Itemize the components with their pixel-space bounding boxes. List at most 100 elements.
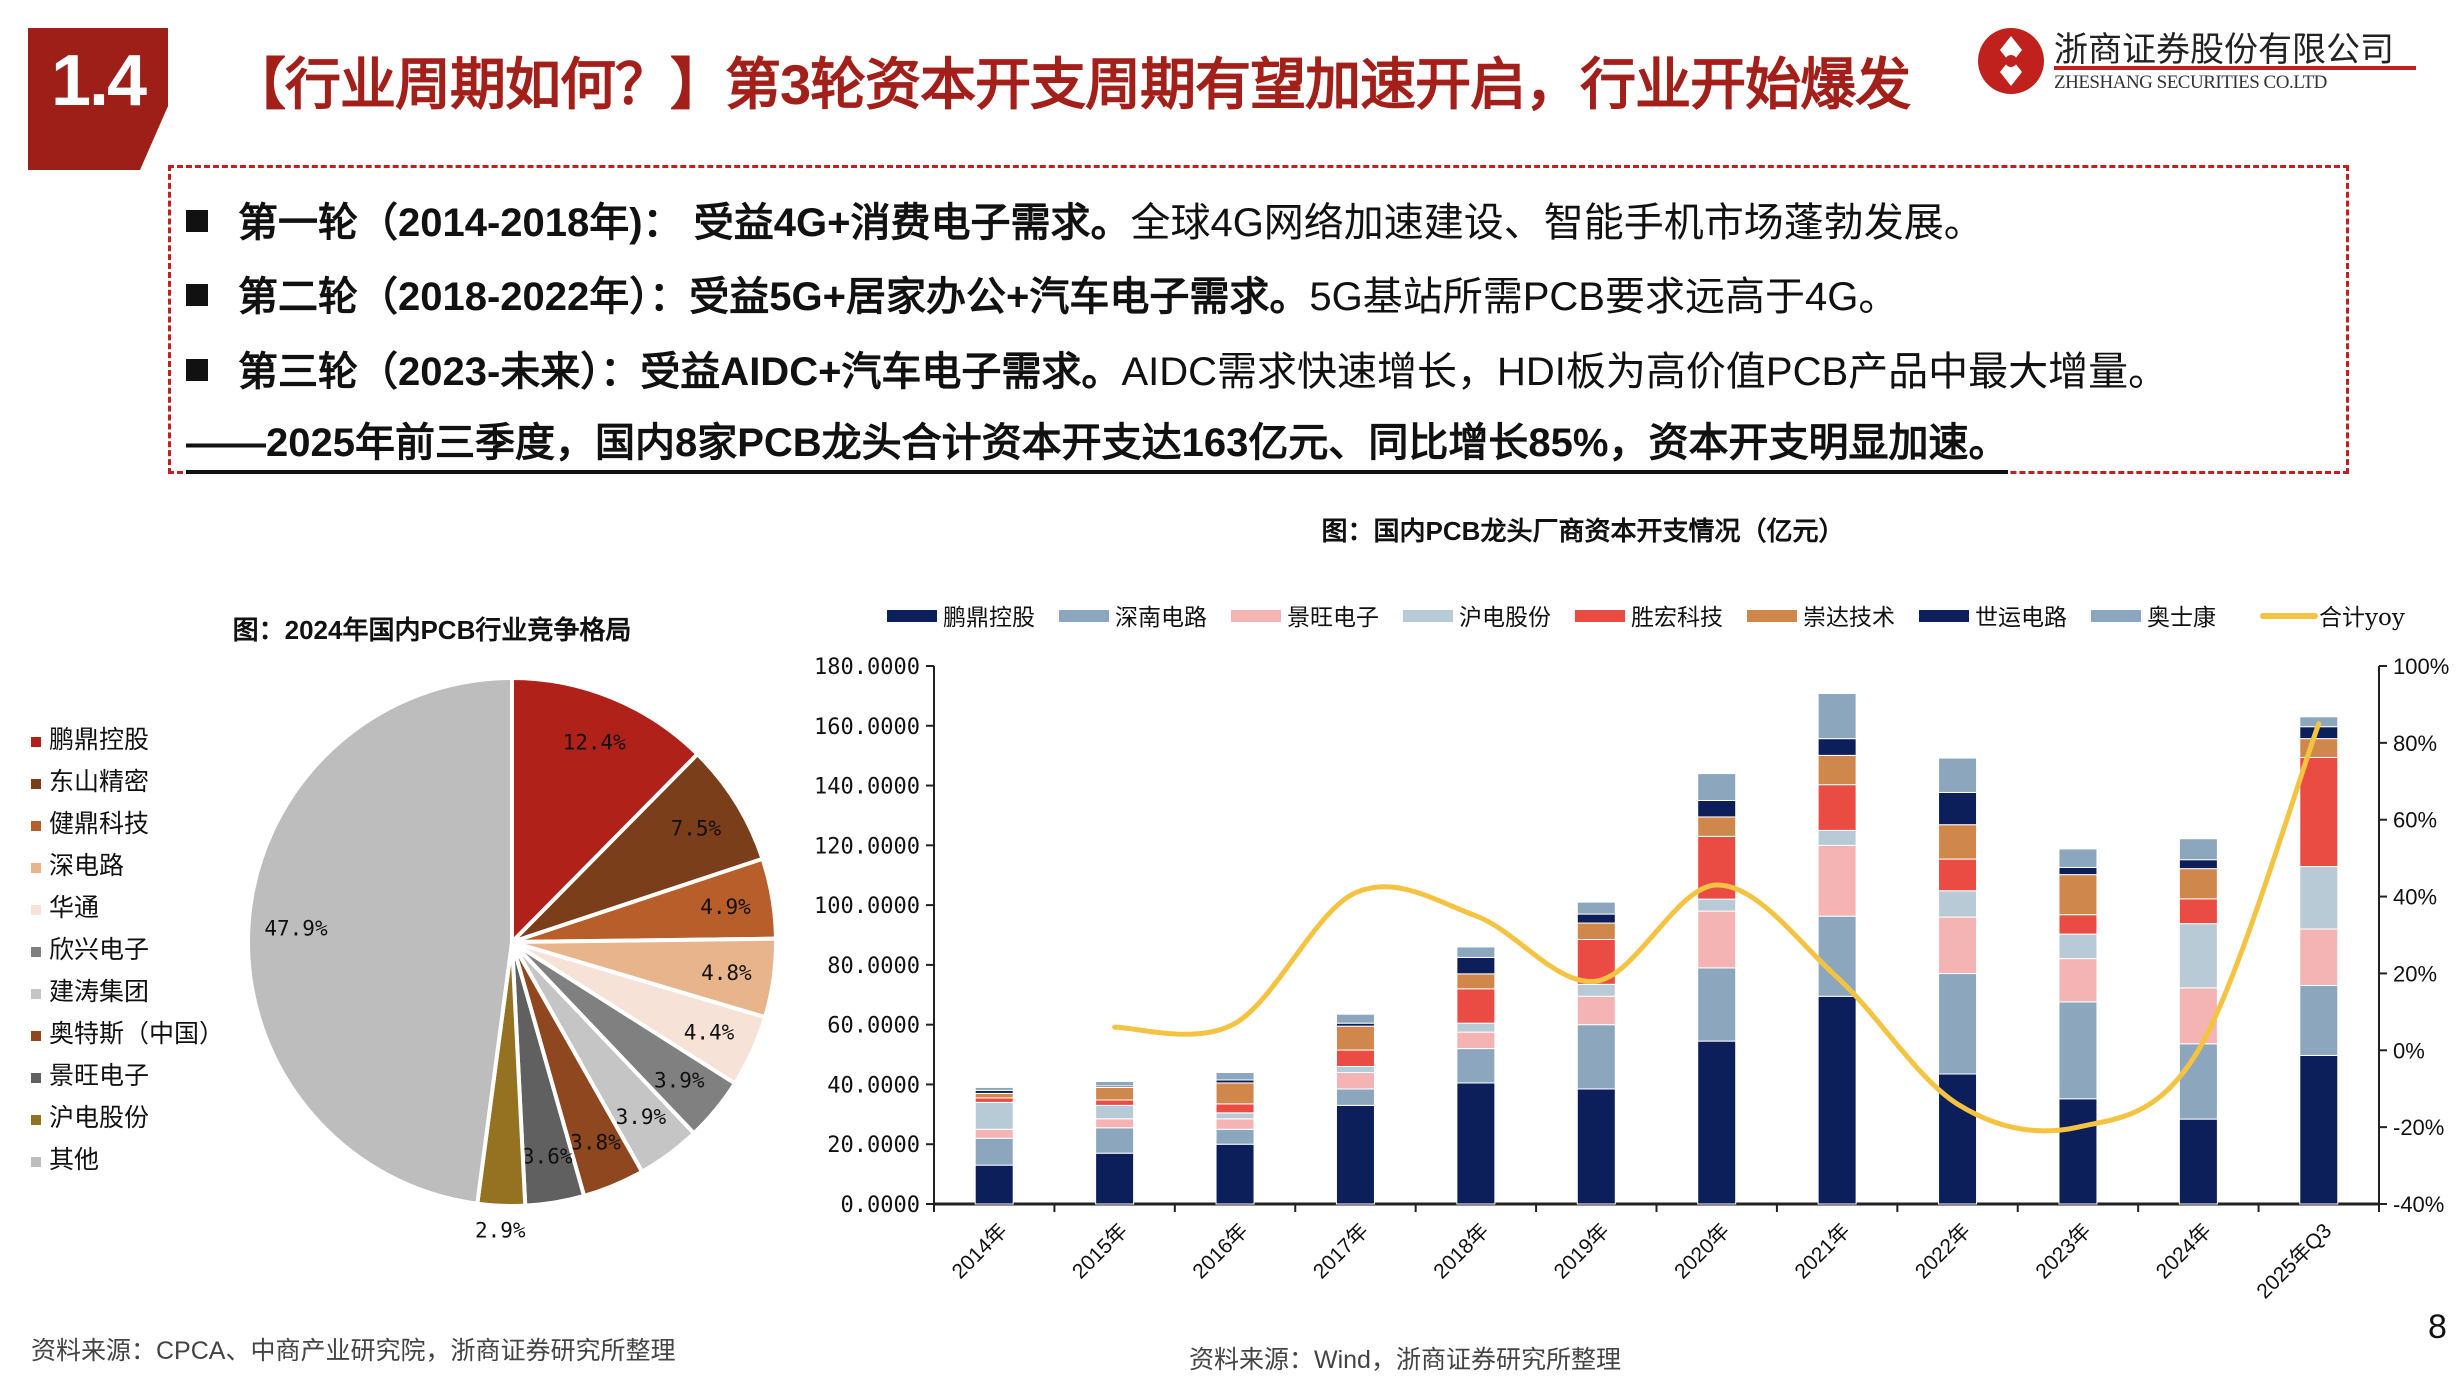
bar-segment <box>974 1086 1014 1091</box>
bar-segment <box>2299 928 2339 987</box>
bullet-square-icon <box>186 210 208 233</box>
bar-segment <box>2058 933 2098 960</box>
pie-data-label: 4.9% <box>700 895 751 919</box>
summary-statement: ——2025年前三季度，国内8家PCB龙头合计资本开支达163亿元、同比增长85… <box>186 410 2009 474</box>
pie-legend-item: 建涛集团 <box>31 972 149 1008</box>
bar-segment <box>1697 800 1737 818</box>
y-tick-label: 20.0000 <box>827 1133 920 1158</box>
bar-segment <box>974 1128 1014 1139</box>
pie-legend-item: 东山精密 <box>31 762 149 798</box>
bar-segment <box>1697 816 1737 837</box>
bullet-text: 5G基站所需PCB要求远高于4G。 <box>1309 275 1899 319</box>
bar-segment <box>1817 844 1857 917</box>
page-title: 【行业周期如何？】第3轮资本开支周期有望加速开启，行业开始爆发 <box>230 53 1911 116</box>
bar-segment <box>1456 973 1496 990</box>
legend-label: 深电路 <box>49 851 125 880</box>
bar-segment <box>974 1101 1014 1130</box>
bar-segment <box>1576 1024 1616 1090</box>
bar-legend-label: 奥士康 <box>2147 605 2216 631</box>
bar-segment <box>1456 956 1496 975</box>
legend-swatch <box>31 1114 41 1125</box>
bar-segment <box>1095 1104 1135 1120</box>
pie-legend-item: 华通 <box>31 888 99 924</box>
bar-segment <box>2299 738 2339 758</box>
bar-segment <box>1817 829 1857 846</box>
bar-segment <box>1335 1049 1375 1068</box>
bar-legend-label: 世运电路 <box>1975 605 2067 631</box>
bar-segment <box>1817 754 1857 786</box>
bar-segment <box>1697 773 1737 801</box>
legend-swatch <box>31 988 41 999</box>
bar-segment <box>1576 901 1616 915</box>
bar-segment <box>1335 1071 1375 1090</box>
bar-segment <box>1095 1099 1135 1106</box>
legend-label: 鹏鼎控股 <box>49 725 150 754</box>
legend-swatch <box>31 778 41 789</box>
x-tick-label: 2025年Q3 <box>2252 1219 2336 1303</box>
bar-segment <box>2299 756 2339 868</box>
legend-label: 健鼎科技 <box>49 809 150 838</box>
legend-label: 建涛集团 <box>49 977 150 1006</box>
legend-swatch <box>31 736 41 747</box>
logo-mark-icon <box>1978 28 2044 94</box>
legend-swatch <box>1747 610 1797 622</box>
page-number: 8 <box>2428 1308 2447 1346</box>
y2-tick-label: 0% <box>2393 1038 2425 1063</box>
logo-text-en: ZHESHANG SECURITIES CO.LTD <box>2054 72 2327 93</box>
bar-segment <box>1335 1013 1375 1024</box>
bar-segment <box>1456 1031 1496 1050</box>
x-tick-label: 2024年 <box>2152 1219 2216 1283</box>
section-number: 1.4 <box>50 41 147 121</box>
y-tick-label: 160.0000 <box>814 715 920 740</box>
bar-segment <box>1938 824 1978 860</box>
pie-data-label: 3.9% <box>654 1068 705 1092</box>
x-tick-label: 2014年 <box>948 1219 1012 1283</box>
bullet-text: 全球4G网络加速建设、智能手机市场蓬勃发展。 <box>1130 201 1984 245</box>
legend-swatch <box>2091 610 2141 622</box>
bar-segment <box>1697 910 1737 969</box>
bar-segment <box>2178 838 2218 861</box>
bar-segment <box>2178 987 2218 1045</box>
x-tick-label: 2023年 <box>2031 1219 2095 1283</box>
bar-segment <box>2178 1118 2218 1205</box>
bullet-round-3: 第三轮（2023-未来）：受益AIDC+汽车电子需求。AIDC需求快速增长，HD… <box>186 339 2168 397</box>
bar-segment <box>1817 915 1857 997</box>
x-tick-label: 2016年 <box>1188 1219 1252 1283</box>
x-tick-label: 2021年 <box>1791 1219 1855 1283</box>
bar-segment <box>1456 1048 1496 1084</box>
pie-legend-item: 景旺电子 <box>31 1056 149 1092</box>
pie-data-label: 7.5% <box>671 817 722 841</box>
legend-swatch <box>31 1072 41 1083</box>
legend-label: 其他 <box>49 1145 100 1174</box>
pie-data-label: 3.6% <box>522 1145 573 1169</box>
y2-tick-label: 20% <box>2393 961 2437 986</box>
legend-swatch <box>887 610 937 622</box>
bar-segment <box>2058 1001 2098 1100</box>
legend-swatch <box>31 904 41 915</box>
bar-segment <box>2178 868 2218 900</box>
bar-segment <box>974 1092 1014 1099</box>
pie-legend-item: 其他 <box>31 1140 99 1176</box>
pie-data-label: 4.8% <box>701 961 752 985</box>
bar-segment <box>1335 1025 1375 1051</box>
bar-segment <box>974 1164 1014 1205</box>
bar-legend-label: 沪电股份 <box>1459 605 1551 631</box>
bar-segment <box>1938 890 1978 918</box>
bar-segment <box>1215 1118 1255 1130</box>
y-tick-label: 100.0000 <box>814 894 920 919</box>
pie-data-label: 3.9% <box>616 1105 667 1129</box>
bar-segment <box>2058 866 2098 876</box>
bar-segment <box>1817 692 1857 740</box>
bar-legend-label: 鹏鼎控股 <box>943 605 1035 631</box>
pie-legend-item: 沪电股份 <box>31 1098 149 1134</box>
bar-segment <box>1215 1071 1255 1081</box>
pie-legend-item: 鹏鼎控股 <box>31 720 149 756</box>
bar-segment <box>1697 1040 1737 1205</box>
legend-label: 景旺电子 <box>49 1061 150 1090</box>
bullet-square-icon <box>186 359 208 382</box>
legend-label: 华通 <box>49 893 100 922</box>
y2-tick-label: 40% <box>2393 885 2437 910</box>
bar-segment <box>1817 738 1857 756</box>
bar-segment <box>1095 1118 1135 1129</box>
bar-segment <box>1938 791 1978 826</box>
